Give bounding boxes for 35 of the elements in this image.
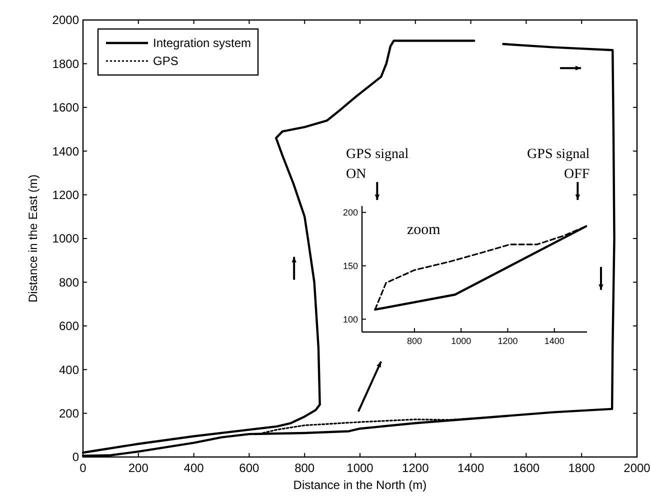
- y-tick-label: 1200: [52, 188, 80, 202]
- x-tick-label: 1200: [402, 461, 430, 475]
- y-tick-label: 400: [58, 362, 80, 377]
- legend-label: GPS: [153, 54, 178, 68]
- x-tick-label: 1400: [544, 336, 564, 346]
- line-series: [262, 416, 500, 434]
- y-tick-label: 1800: [52, 56, 80, 71]
- x-tick-label: 2000: [624, 461, 651, 475]
- x-tick-label: 1000: [451, 336, 472, 346]
- x-tick-label: 1600: [512, 461, 540, 475]
- x-tick-label: 1400: [457, 461, 484, 475]
- annotation: GPS signal ON: [346, 147, 409, 182]
- y-tick-label: 150: [342, 260, 358, 271]
- y-tick-label: 600: [58, 319, 80, 334]
- x-tick-label: 400: [184, 461, 204, 475]
- y-axis-title: Distance in the East (m): [26, 174, 40, 303]
- x-tick-label: 1800: [568, 461, 596, 475]
- y-tick-label: 200: [342, 208, 358, 218]
- x-tick-label: 800: [294, 461, 315, 475]
- annotation: zoom: [407, 222, 441, 238]
- x-tick-label: 600: [239, 461, 260, 475]
- legend-label: Integration system: [153, 36, 252, 50]
- y-tick-label: 0: [72, 450, 80, 464]
- y-tick-label: 2000: [52, 13, 80, 28]
- y-tick-label: 1600: [52, 100, 80, 115]
- x-tick-label: 200: [128, 461, 149, 475]
- annotation: GPS signal OFF: [527, 147, 590, 182]
- x-tick-label: 1200: [498, 336, 518, 346]
- y-tick-label: 1400: [52, 144, 80, 158]
- x-axis-title: Distance in the North (m): [293, 478, 427, 492]
- y-tick-label: 100: [342, 314, 358, 324]
- x-tick-label: 800: [406, 336, 422, 346]
- y-tick-label: 200: [58, 406, 80, 420]
- y-tick-label: 800: [58, 275, 80, 290]
- y-tick-label: 1000: [52, 232, 80, 246]
